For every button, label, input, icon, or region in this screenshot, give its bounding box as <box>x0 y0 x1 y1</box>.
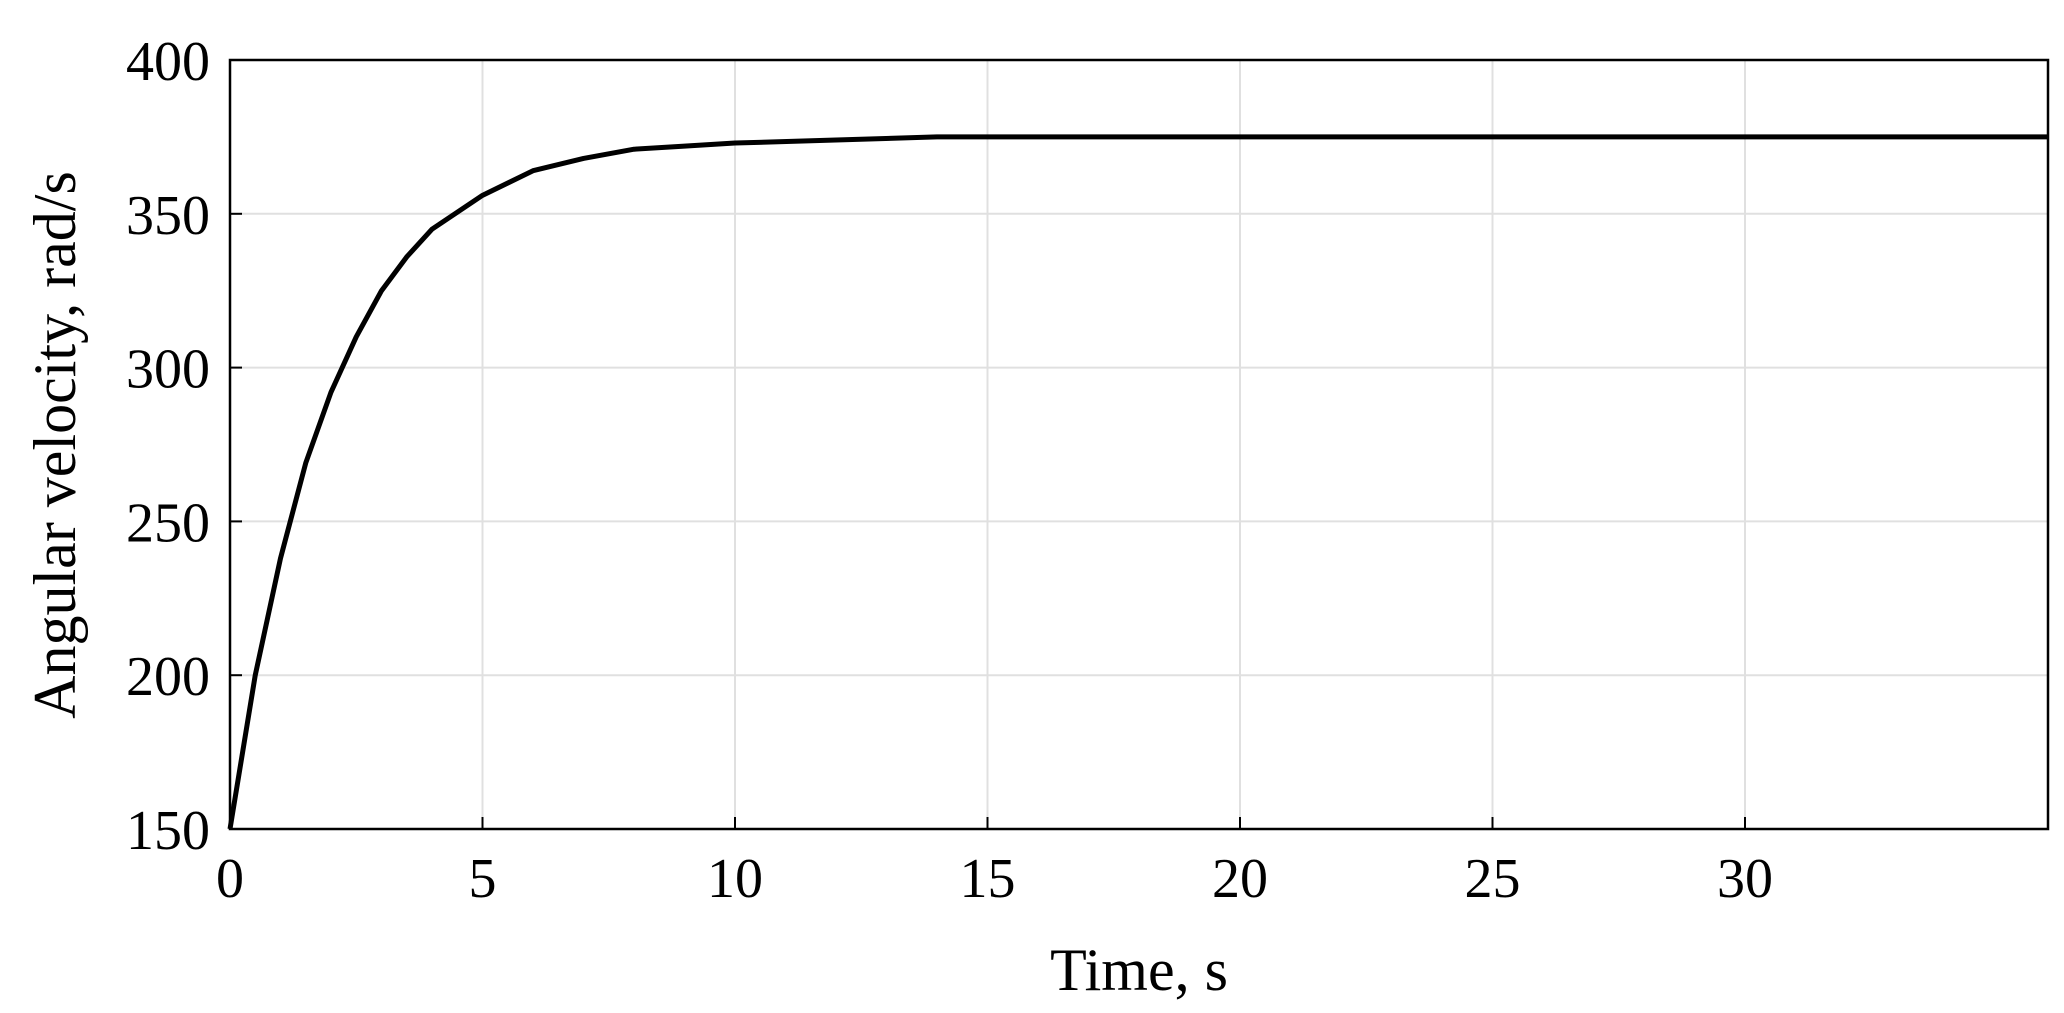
y-axis-label: Angular velocity, rad/s <box>22 171 88 719</box>
x-tick-label: 15 <box>960 848 1016 910</box>
y-tick-label: 400 <box>126 31 210 93</box>
x-tick-label: 5 <box>469 848 497 910</box>
y-tick-label: 200 <box>126 646 210 708</box>
y-tick-label: 150 <box>126 800 210 862</box>
x-tick-label: 25 <box>1465 848 1521 910</box>
x-tick-label: 20 <box>1212 848 1268 910</box>
x-axis-label: Time, s <box>1050 937 1228 1003</box>
y-tick-label: 350 <box>126 185 210 247</box>
x-tick-label: 0 <box>216 848 244 910</box>
x-tick-label: 10 <box>707 848 763 910</box>
data-line <box>227 134 2048 830</box>
plot-frame <box>228 58 2050 831</box>
y-tick-label: 250 <box>126 492 210 554</box>
x-tick-label: 30 <box>1717 848 1773 910</box>
y-tick-label: 300 <box>126 339 210 401</box>
